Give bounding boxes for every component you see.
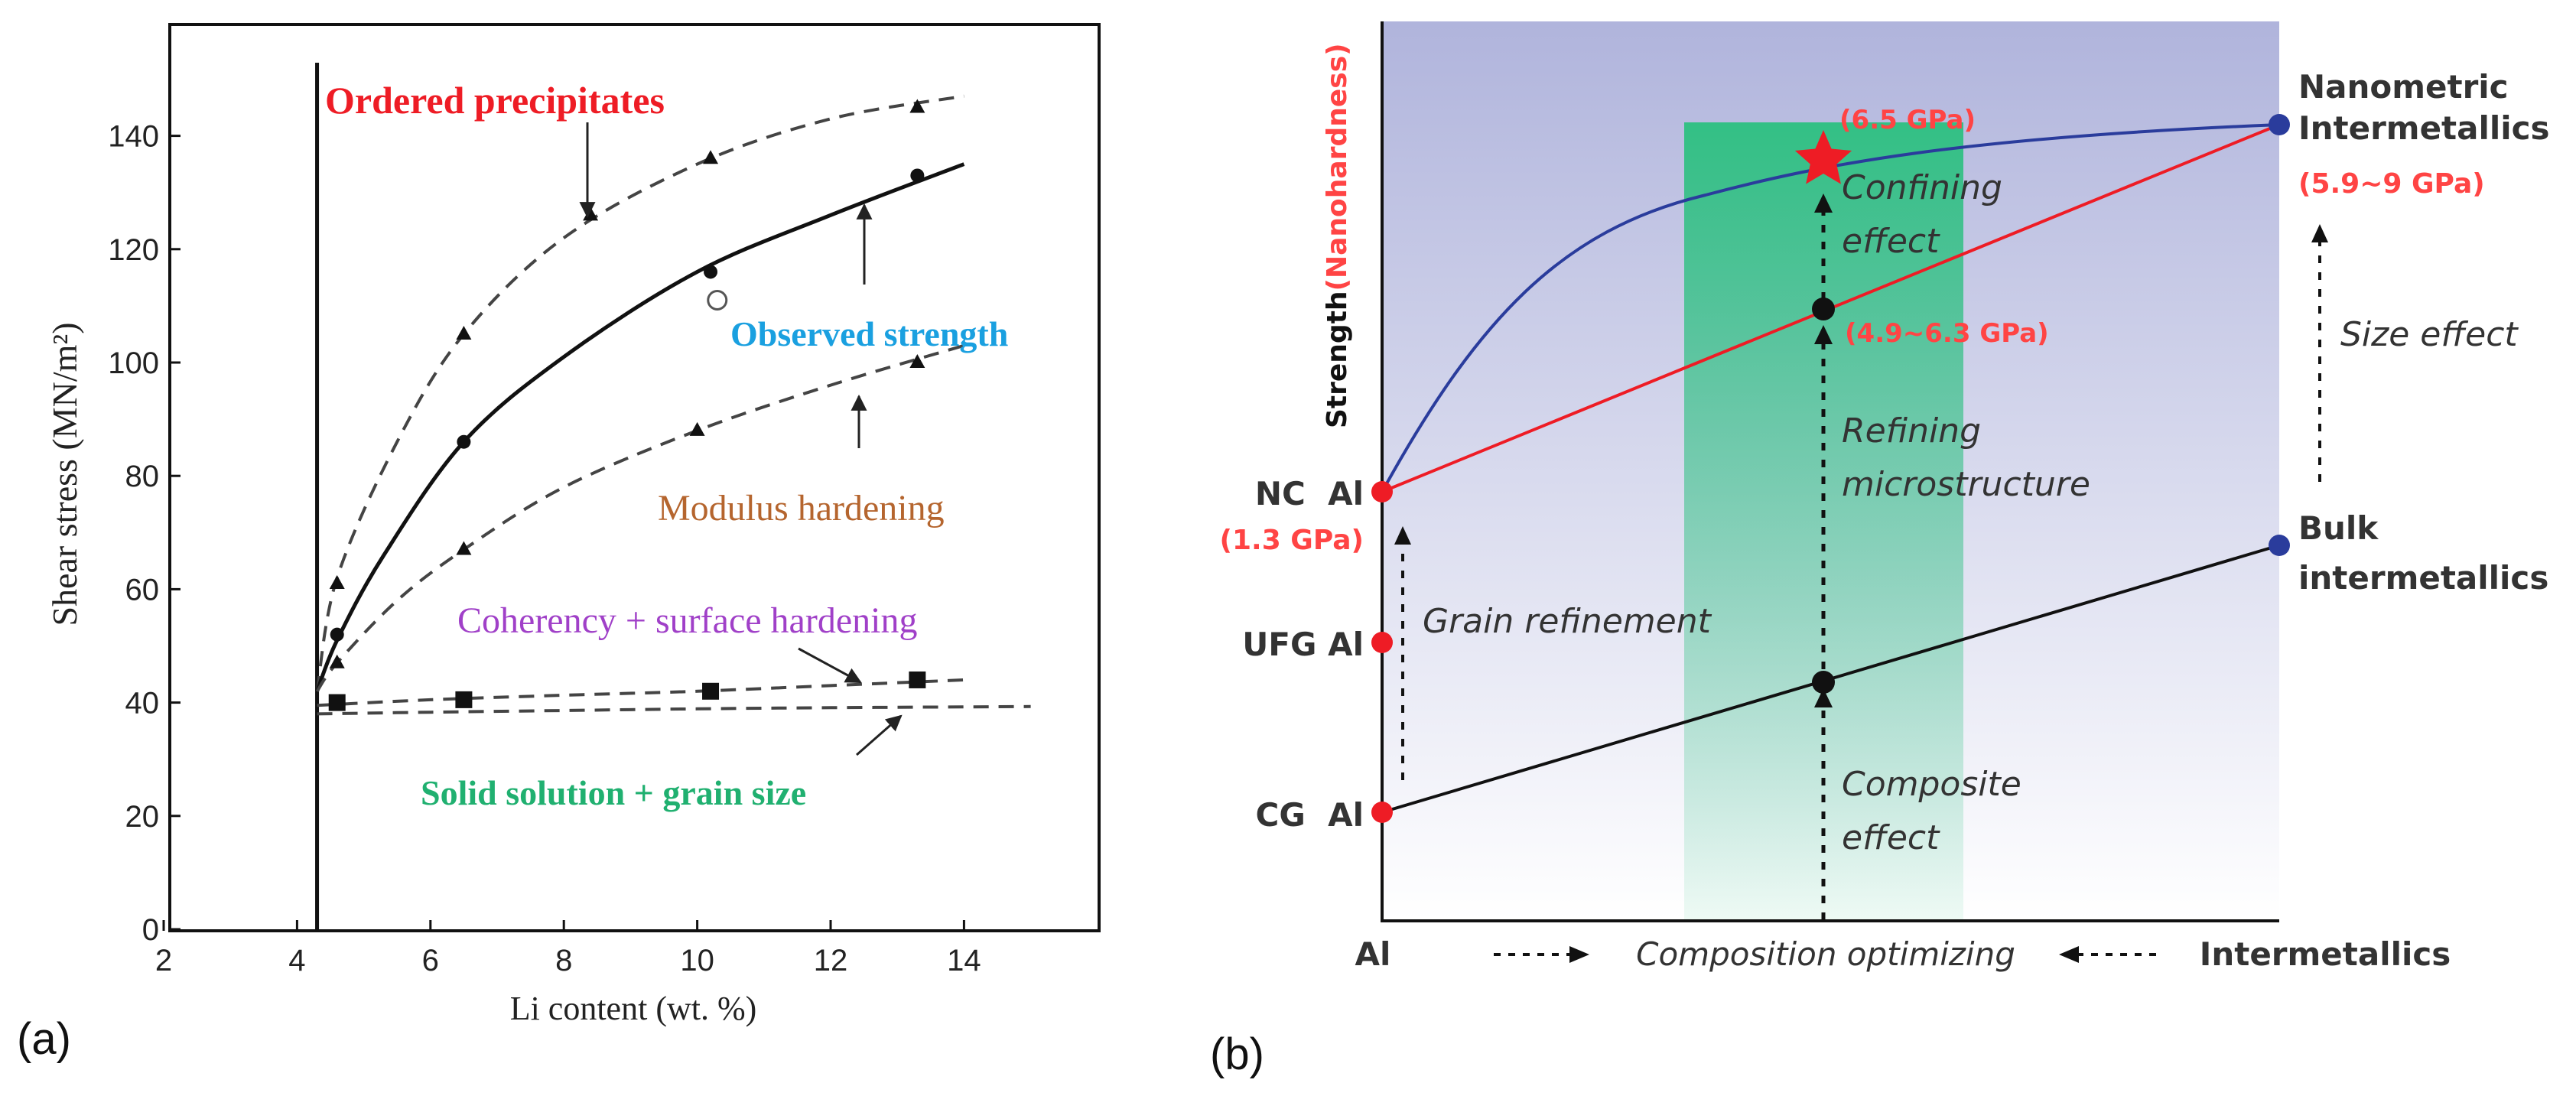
grain-arrowhead-icon: [1394, 526, 1411, 545]
composite-label-1: Composite: [1842, 765, 2021, 804]
data-point: [456, 325, 472, 340]
green-band: [1684, 122, 1963, 920]
series-line: [315, 94, 964, 692]
nanometric-label-2: Intermetallics: [2298, 109, 2550, 147]
panel-b: Strength(Nanohardness) NC Al (1.3 GPa) U…: [1210, 21, 2550, 1079]
x-tick-label: 10: [680, 944, 714, 977]
x-tick-label: 2: [155, 944, 172, 977]
modulus-hardening-label: Modulus hardening: [658, 488, 945, 528]
x-tick-label: 6: [422, 944, 439, 977]
star-icon: [1794, 130, 1852, 184]
observed-strength-label: Observed strength: [730, 314, 1008, 353]
data-point: [328, 694, 346, 711]
cg-al-point: [1371, 802, 1393, 823]
nanometric-label-1: Nanometric: [2298, 68, 2509, 106]
star-value: (6.5 GPa): [1839, 105, 1976, 135]
size-effect-label: Size effect: [2340, 315, 2519, 354]
size-arrowhead-icon: [2311, 224, 2328, 242]
y-tick-label: 20: [125, 800, 160, 834]
ordered-precipitates-label: Ordered precipitates: [325, 79, 665, 122]
panel-b-ylabel: Strength(Nanohardness): [1322, 43, 1353, 428]
data-point: [689, 421, 705, 436]
data-point: [909, 99, 925, 113]
panel-a-label: (a): [17, 1014, 71, 1064]
y-tick-label: 140: [108, 120, 159, 154]
y-tick-label: 60: [125, 573, 160, 607]
refining-label-2: microstructure: [1842, 465, 2090, 504]
nc-al-label: NC Al: [1255, 475, 1364, 512]
coherency-label: Coherency + surface hardening: [457, 600, 917, 641]
y-tick-label: 40: [125, 687, 160, 720]
data-point: [909, 354, 925, 368]
ylabel-nanohardness: (Nanohardness): [1322, 43, 1353, 291]
confining-label-2: effect: [1842, 222, 1940, 261]
nc-al-point: [1371, 481, 1393, 502]
bulk-label-2: intermetallics: [2298, 559, 2548, 597]
ufg-al-label: UFG Al: [1242, 626, 1364, 663]
panel-b-label: (b): [1210, 1029, 1264, 1079]
mid-value: (4.9~6.3 GPa): [1845, 318, 2049, 349]
series-line: [315, 162, 965, 692]
series-line: [317, 704, 1031, 716]
solid-solution-arrow: [856, 714, 903, 756]
data-point: [704, 265, 718, 279]
y-tick-label: 80: [125, 460, 160, 493]
data-point: [330, 627, 344, 642]
y-tick-label: 100: [108, 346, 159, 380]
x-middle-label: Composition optimizing: [1636, 935, 2015, 973]
data-point: [456, 541, 472, 555]
data-point: [457, 434, 471, 449]
data-point: [583, 207, 599, 221]
composite-point: [1812, 671, 1835, 694]
data-point: [703, 150, 719, 164]
y-tick-label: 0: [142, 913, 159, 947]
nanometric-value: (5.9~9 GPa): [2298, 168, 2485, 200]
data-point: [702, 682, 720, 700]
open-data-point: [707, 289, 728, 311]
composite-label-2: effect: [1842, 818, 1940, 857]
bulk-point: [2269, 535, 2290, 556]
series-line: [315, 343, 964, 692]
nc-al-value: (1.3 GPa): [1220, 525, 1364, 556]
ylabel-strength: Strength: [1322, 291, 1353, 428]
composite-arrowhead-icon: [1814, 688, 1833, 707]
nanometric-curve: [1381, 123, 2280, 493]
mid-point: [1812, 298, 1835, 320]
grain-refinement-label: Grain refinement: [1423, 602, 1712, 641]
panel-a-series: Ordered precipitates Observed strength Mod…: [315, 63, 1031, 931]
data-point: [910, 168, 925, 183]
confining-label-1: Confining: [1842, 168, 2002, 207]
x-tick-label: 4: [288, 944, 305, 977]
comp-arrowhead-right-icon: [1569, 946, 1589, 963]
data-point: [909, 671, 926, 688]
confining-arrowhead-icon: [1814, 194, 1833, 213]
nanometric-point: [2269, 114, 2290, 135]
x-tick-label: 8: [555, 944, 572, 977]
x-tick-label: 14: [947, 944, 981, 977]
series-line: [317, 678, 964, 707]
x-left-label: Al: [1355, 935, 1391, 973]
coherency-arrow: [798, 647, 862, 684]
y-tick-label: 120: [108, 233, 159, 267]
x-right-label: Intermetallics: [2200, 935, 2451, 973]
refining-arrowhead-icon: [1814, 325, 1833, 344]
comp-arrowhead-left-icon: [2059, 946, 2079, 963]
data-point: [329, 654, 345, 668]
solid-solution-label: Solid solution + grain size: [421, 773, 806, 812]
panel-a-xlabel: Li content (wt. %): [510, 990, 757, 1027]
bulk-label-1: Bulk: [2298, 509, 2379, 547]
data-point: [329, 574, 345, 589]
x-tick-label: 12: [814, 944, 848, 977]
panel-a-ylabel: Shear stress (MN/m²): [45, 322, 84, 626]
cg-al-label: CG Al: [1256, 796, 1364, 834]
refining-label-1: Refining: [1842, 411, 1981, 450]
data-point: [455, 691, 473, 708]
panel-a-frame: [168, 23, 1101, 932]
ufg-al-point: [1371, 632, 1393, 653]
